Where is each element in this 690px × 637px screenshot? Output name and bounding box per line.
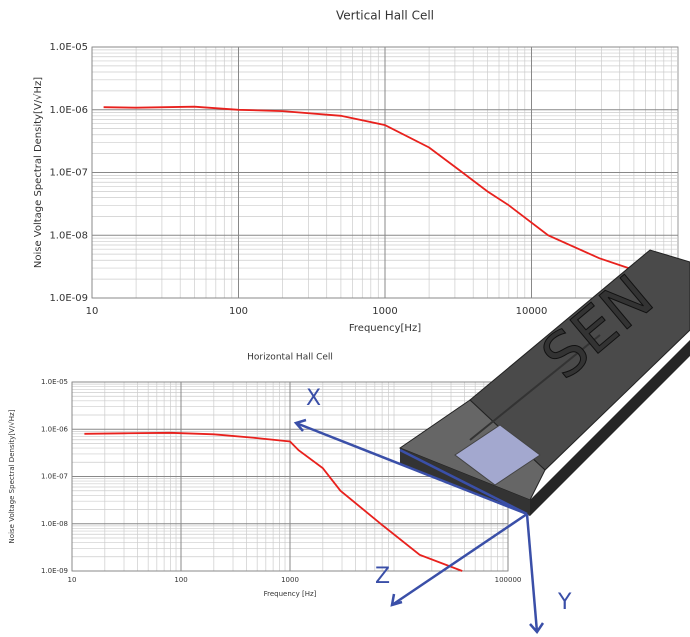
y-tick-label: 1.0E-09 [49, 293, 88, 304]
y-tick-label: 1.0E-05 [41, 378, 68, 386]
chart-title: Horizontal Hall Cell [247, 353, 333, 363]
line [84, 431, 463, 572]
chart: 10 100 1000 10000 1.0E-09 1.0E-08 1.0E-07 1.0E-… [33, 9, 679, 334]
edge-line [399, 448, 528, 516]
y-tick-label: 1.0E-06 [49, 105, 88, 116]
x-tick-label: 100 [174, 576, 187, 584]
x-tick-label: 100000 [495, 576, 522, 584]
x-tick-label: 1000 [372, 306, 397, 317]
arrow-y [529, 622, 545, 635]
x-axis-label: Frequency[Hz] [349, 323, 421, 334]
sensor-chip [454, 424, 541, 486]
arrow-z [390, 593, 403, 607]
y-tick-label: 1.0E-08 [49, 230, 88, 241]
sensor-side [530, 340, 690, 516]
arrow-x [293, 418, 307, 432]
x-tick-label: 100 [229, 306, 248, 317]
x-tick-label: 10 [86, 306, 99, 317]
sensor-groove [469, 334, 601, 441]
line [103, 105, 629, 269]
axis-label: Z [375, 564, 390, 589]
x-tick-label: 10 [68, 576, 77, 584]
chart-title: Vertical Hall Cell [336, 9, 434, 23]
y-tick-label: 1.0E-09 [41, 567, 68, 575]
x-axis-label: Frequency [Hz] [264, 590, 317, 598]
y-tick-label: 1.0E-06 [41, 425, 69, 433]
y-tick-label: 1.0E-07 [41, 473, 68, 481]
axis-z [391, 512, 528, 607]
x-tick-label: 1000 [281, 576, 299, 584]
y-tick-label: 1.0E-05 [49, 42, 88, 53]
y-axis-label: Noise Voltage Spectral Density[V/√Hz] [8, 409, 16, 543]
axis-label: Y [557, 590, 572, 615]
axis-y [525, 513, 539, 633]
x-tick-label: 10000 [516, 306, 548, 317]
axes-triad [293, 418, 545, 635]
axis-label: X [306, 386, 321, 411]
y-axis-label: Noise Voltage Spectral Density[V/√Hz] [33, 77, 44, 268]
y-tick-label: 1.0E-08 [41, 520, 68, 528]
y-tick-label: 1.0E-07 [49, 168, 88, 179]
axis-x [295, 421, 528, 516]
